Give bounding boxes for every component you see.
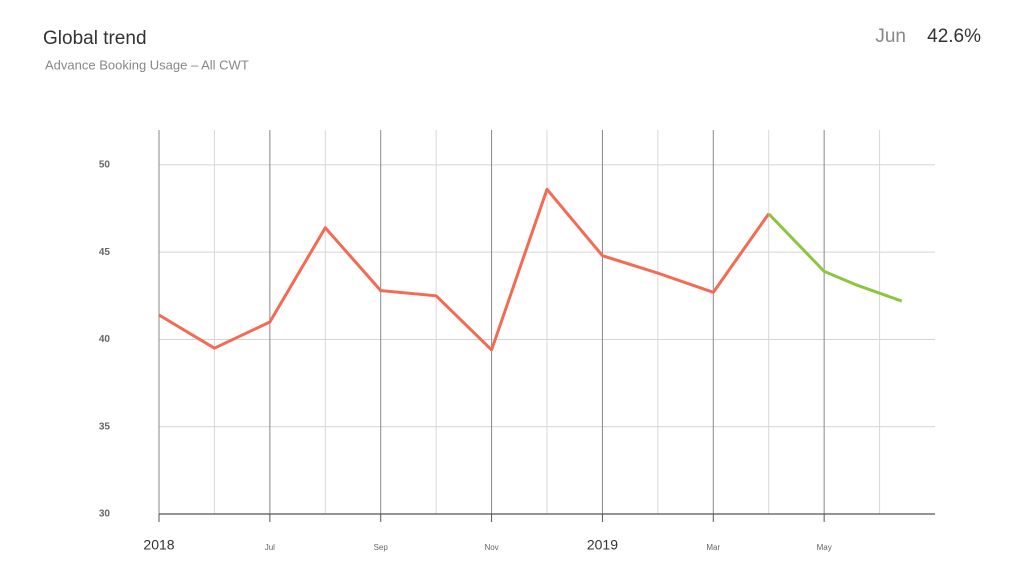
y-tick-label: 50 [99,160,111,171]
x-tick-label: Nov [484,543,498,552]
x-tick-label: May [817,543,832,552]
y-tick-label: 35 [99,421,111,432]
x-tick-label: Jul [265,543,275,552]
x-tick-label: Mar [706,543,720,552]
y-tick-label: 40 [99,334,111,345]
chart-subtitle: Advance Booking Usage – All CWT [45,57,249,72]
data-line [158,187,770,352]
data-line [767,212,903,303]
chart-title: Global trend [43,28,147,49]
y-tick-label: 30 [99,509,111,520]
x-tick-label: 2018 [143,537,174,553]
headline-label: Jun [875,26,906,47]
y-tick-label: 45 [99,247,111,258]
x-tick-label: Sep [374,543,389,552]
x-tick-label: 2019 [587,537,618,553]
headline-value: 42.6% [927,26,981,47]
